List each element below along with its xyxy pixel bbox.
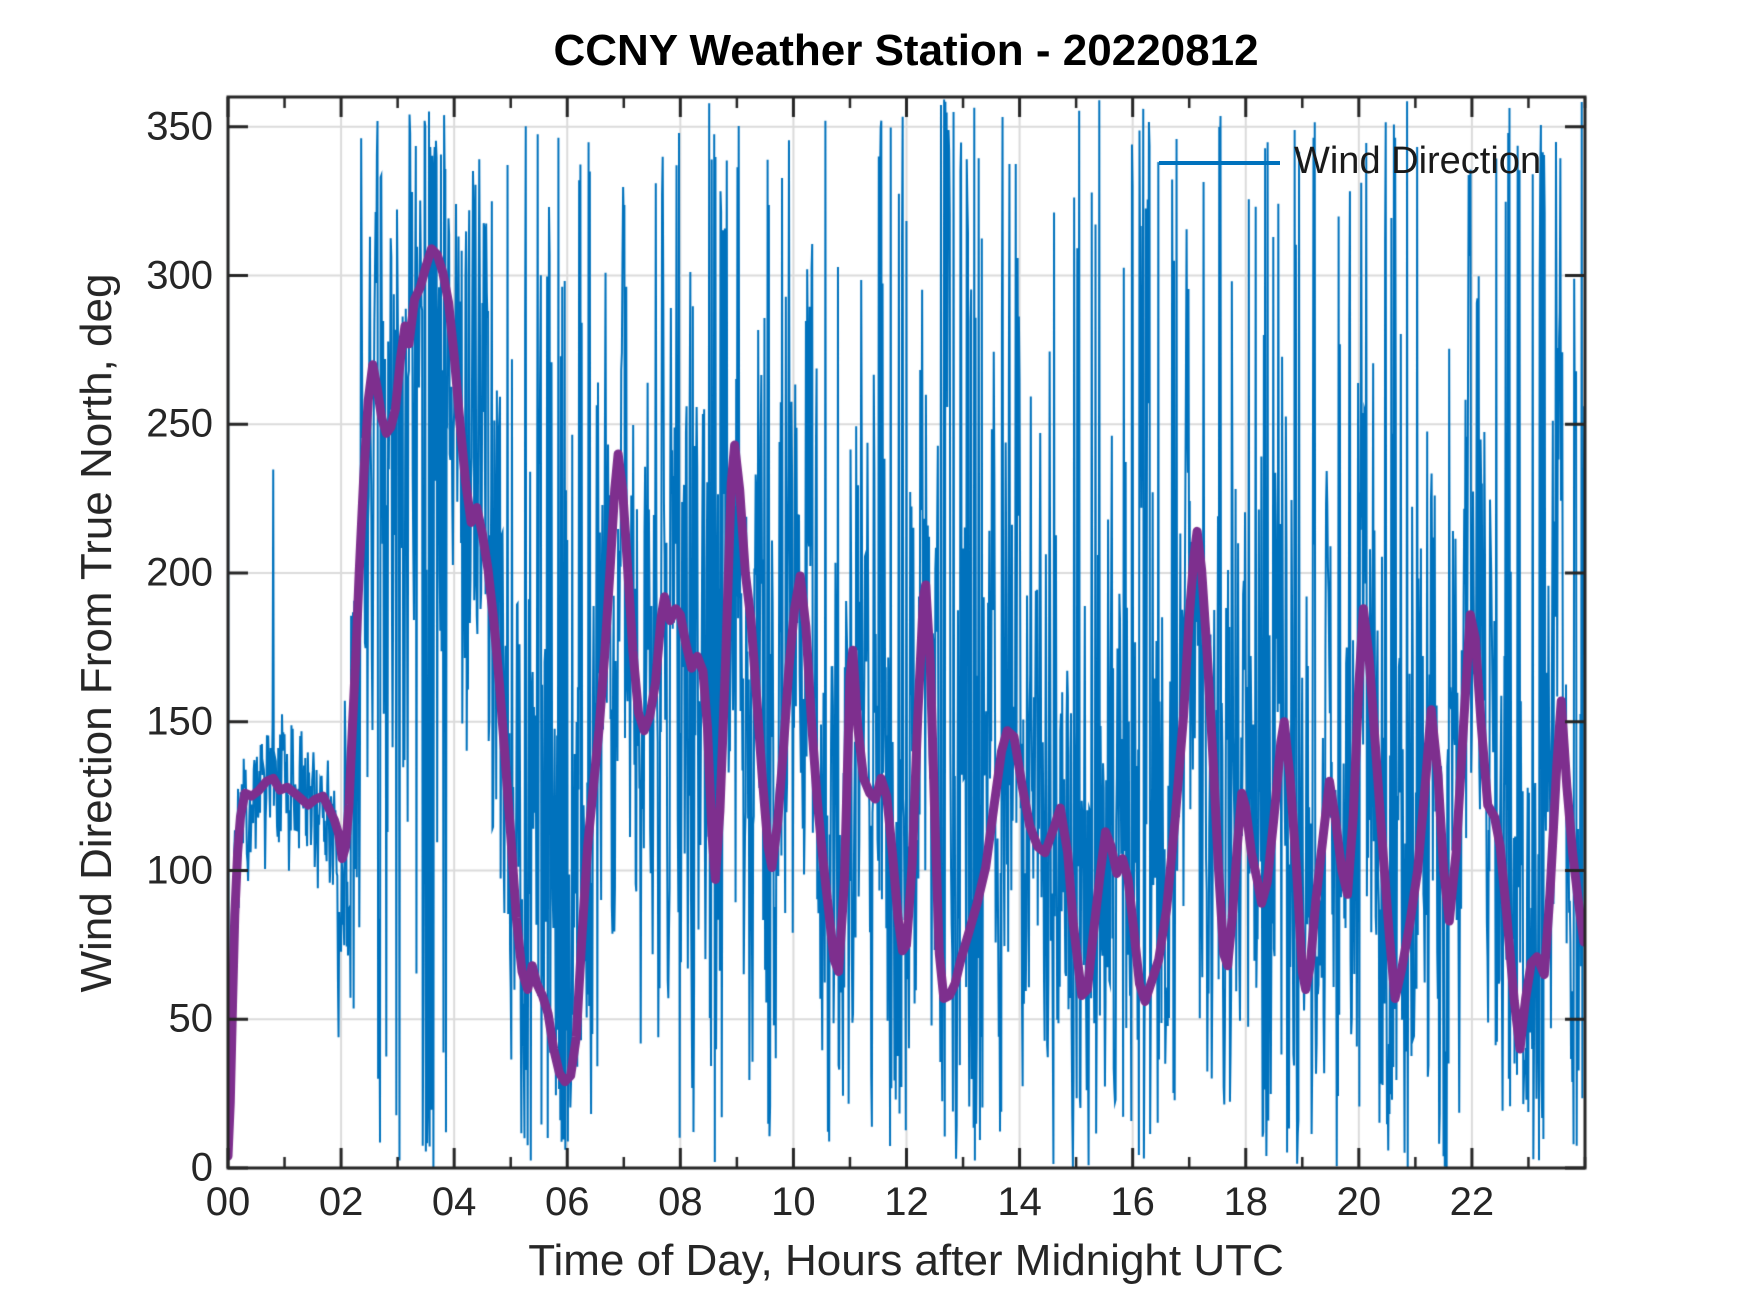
- legend-line-sample: [1159, 160, 1280, 165]
- y-tick-label: 50: [168, 996, 214, 1041]
- x-tick-label: 08: [658, 1180, 703, 1224]
- x-tick-label: 16: [1110, 1180, 1155, 1224]
- y-tick-label: 150: [146, 699, 213, 744]
- y-tick-label: 100: [146, 848, 213, 892]
- page-title: CCNY Weather Station - 20220812: [553, 26, 1259, 75]
- x-axis-label: Time of Day, Hours after Midnight UTC: [528, 1236, 1284, 1285]
- y-tick-label: 200: [146, 550, 213, 595]
- x-tick-label: 04: [431, 1180, 477, 1224]
- x-tick-label: 02: [318, 1180, 364, 1224]
- y-axis-label: Wind Direction From True North, deg: [72, 273, 121, 993]
- x-tick-label: 10: [771, 1180, 816, 1224]
- x-tick-label: 18: [1223, 1180, 1269, 1224]
- legend: Wind Direction: [1159, 140, 1541, 183]
- x-tick-label: 06: [545, 1180, 590, 1224]
- legend-label: Wind Direction: [1294, 140, 1542, 182]
- x-tick-label: 00: [205, 1180, 251, 1224]
- y-tick-label: 350: [146, 104, 213, 149]
- y-tick-label: 250: [146, 401, 213, 446]
- y-tick-label: 0: [190, 1145, 213, 1190]
- x-tick-label: 22: [1449, 1180, 1495, 1224]
- x-tick-label: 12: [884, 1180, 929, 1224]
- x-tick-label: 14: [997, 1180, 1042, 1224]
- y-tick-label: 300: [146, 253, 213, 297]
- x-tick-label: 20: [1336, 1180, 1382, 1224]
